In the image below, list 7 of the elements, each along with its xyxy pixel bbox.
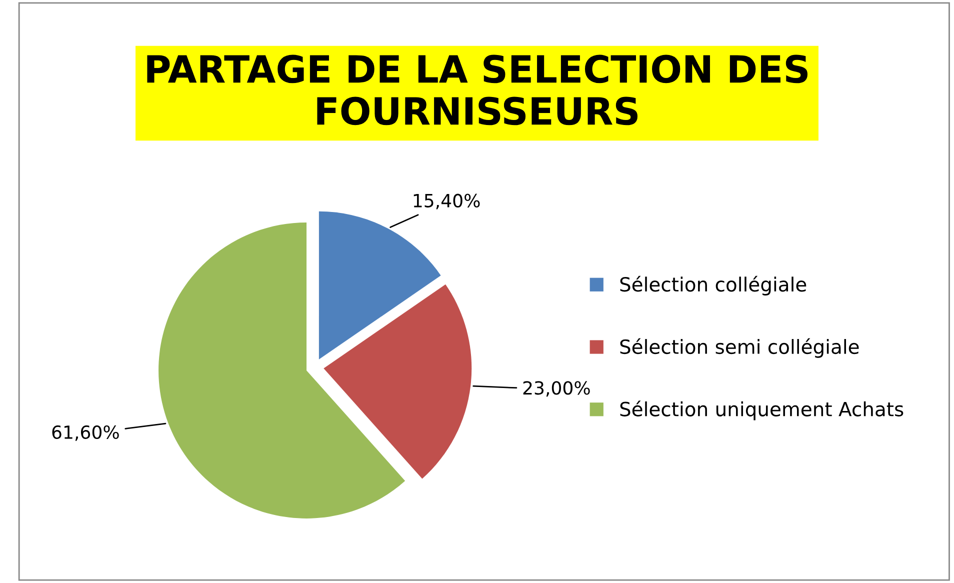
legend-label: Sélection semi collégiale	[620, 338, 859, 358]
data-label: 23,00%	[523, 381, 590, 397]
legend-label: Sélection collégiale	[620, 276, 806, 296]
legend-label: Sélection uniquement Achats	[620, 400, 904, 420]
data-label: 15,40%	[414, 194, 480, 210]
data-label: 61,60%	[52, 425, 119, 441]
chart-title: PARTAGE DE LA SELECTION DES FOURNISSEURS	[147, 54, 808, 126]
